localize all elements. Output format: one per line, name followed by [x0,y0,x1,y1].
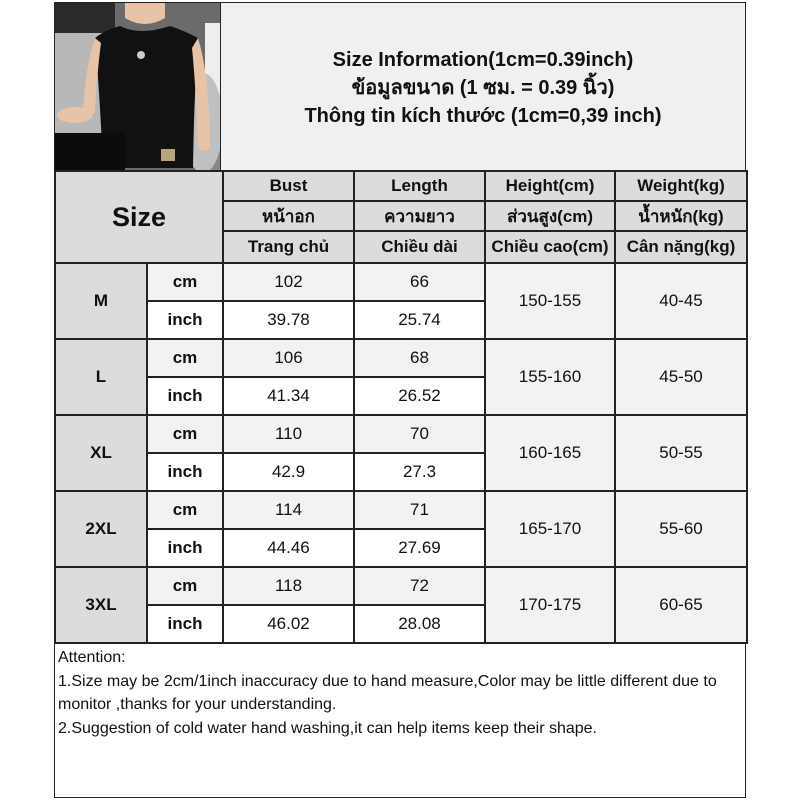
col-height-vi: Chiều cao(cm) [484,230,616,264]
title-english: Size Information(1cm=0.39inch) [332,49,634,71]
weight-range: 50-55 [614,414,748,492]
length-inch: 25.74 [353,300,486,340]
size-label: 2XL [54,490,148,568]
unit-inch: inch [146,528,224,568]
weight-range: 55-60 [614,490,748,568]
note-item: 2.Suggestion of cold water hand washing,… [58,719,597,737]
bust-cm: 114 [222,490,355,530]
col-bust-vi: Trang chủ [222,230,355,264]
size-label: 3XL [54,566,148,644]
height-range: 160-165 [484,414,616,492]
size-label: L [54,338,148,416]
bust-cm: 102 [222,262,355,302]
col-weight-vi: Cân nặng(kg) [614,230,748,264]
unit-cm: cm [146,490,224,530]
col-length-vi: Chiều dài [353,230,486,264]
table-row-cm: XL cm 110 70 160-165 50-55 [54,414,748,492]
bust-inch: 42.9 [222,452,355,492]
unit-inch: inch [146,604,224,644]
weight-range: 40-45 [614,262,748,340]
length-cm: 68 [353,338,486,378]
height-range: 150-155 [484,262,616,340]
unit-cm: cm [146,338,224,378]
table-row-cm: 3XL cm 118 72 170-175 60-65 [54,566,748,644]
table-row-inch: inch 39.78 25.74 [55,300,747,340]
bust-inch: 41.34 [222,376,355,416]
bust-cm: 118 [222,566,355,606]
col-height-en: Height(cm) [484,170,616,202]
length-cm: 71 [353,490,486,530]
table-row-inch: inch 46.02 28.08 [55,604,747,644]
col-height-th: ส่วนสูง(cm) [484,200,616,232]
col-length-en: Length [353,170,486,202]
table-row-inch: inch 44.46 27.69 [55,528,747,568]
height-range: 165-170 [484,490,616,568]
col-bust-en: Bust [222,170,355,202]
unit-inch: inch [146,452,224,492]
col-bust-th: หน้าอก [222,200,355,232]
unit-inch: inch [146,376,224,416]
size-information-header: Size Information(1cm=0.39inch) ข้อมูลขนา… [220,2,746,171]
notes-heading: Attention: [58,649,126,666]
product-photo [54,2,221,171]
unit-cm: cm [146,414,224,454]
table-row-inch: inch 41.34 26.52 [55,376,747,416]
height-range: 155-160 [484,338,616,416]
bust-inch: 46.02 [222,604,355,644]
title-thai: ข้อมูลขนาด (1 ซม. = 0.39 นิ้ว) [351,77,615,99]
length-inch: 26.52 [353,376,486,416]
length-cm: 70 [353,414,486,454]
bust-cm: 106 [222,338,355,378]
col-weight-en: Weight(kg) [614,170,748,202]
size-table: Size Bust Length Height(cm) Weight(kg) ห… [54,170,748,644]
bust-inch: 39.78 [222,300,355,340]
size-label: XL [54,414,148,492]
size-label: M [54,262,148,340]
length-cm: 66 [353,262,486,302]
title-vietnamese: Thông tin kích thước (1cm=0,39 inch) [304,105,662,127]
model-photo-icon [55,3,220,170]
table-row-inch: inch 42.9 27.3 [55,452,747,492]
size-header: Size [54,170,224,264]
height-range: 170-175 [484,566,616,644]
weight-range: 60-65 [614,566,748,644]
unit-cm: cm [146,566,224,606]
weight-range: 45-50 [614,338,748,416]
length-inch: 27.69 [353,528,486,568]
length-cm: 72 [353,566,486,606]
length-inch: 28.08 [353,604,486,644]
col-weight-th: น้ำหนัก(kg) [614,200,748,232]
unit-cm: cm [146,262,224,302]
attention-notes: Attention: 1.Size may be 2cm/1inch inacc… [58,646,744,740]
col-length-th: ความยาว [353,200,486,232]
bust-inch: 44.46 [222,528,355,568]
note-item: 1.Size may be 2cm/1inch inaccuracy due t… [58,672,717,714]
unit-inch: inch [146,300,224,340]
table-row-cm: 2XL cm 114 71 165-170 55-60 [54,490,748,568]
length-inch: 27.3 [353,452,486,492]
bust-cm: 110 [222,414,355,454]
